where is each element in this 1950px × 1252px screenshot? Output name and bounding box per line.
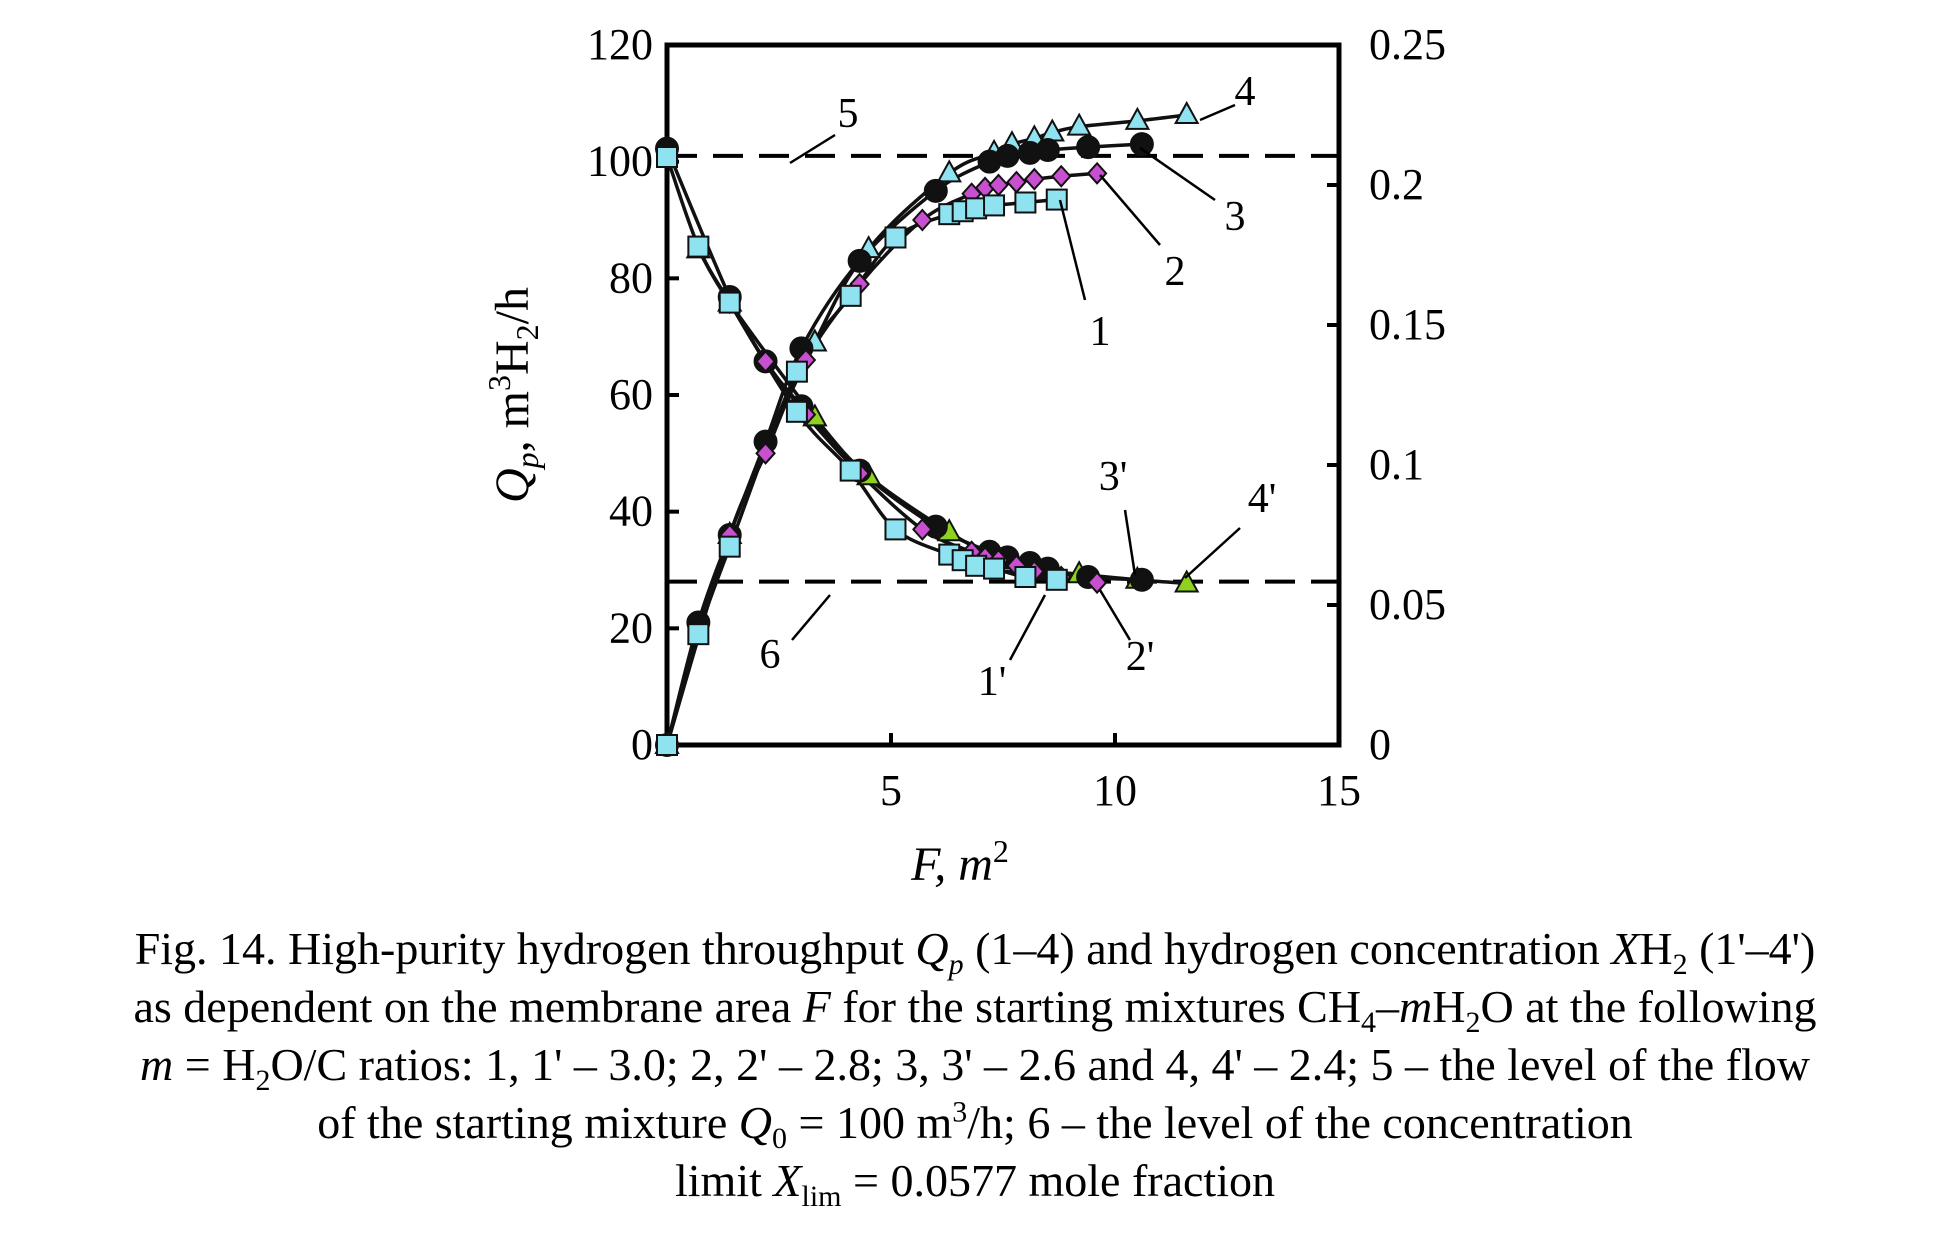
series-2-point [1006,170,1027,194]
series-1-point [785,360,808,383]
series-4'-point [1173,569,1200,593]
series-1'-point [718,291,741,314]
left-tick-label: 80 [609,253,653,302]
left-tick-label: 120 [587,20,653,69]
leader-1' [1008,594,1047,661]
curve-label-1: 1 [1090,309,1111,355]
series-2-point [988,173,1009,197]
series-2-point [912,208,933,232]
caption-line-4: of the starting mixture Q0 = 100 m3/h; 6… [317,1095,1633,1156]
caption-line-3: m = H2O/C ratios: 1, 1' – 3.0; 2, 2' – 2… [140,1039,1810,1098]
series-curve-1' [665,156,1057,582]
right-tick-label: 0.1 [1369,440,1424,489]
x-axis-title-sup: 2 [993,833,1009,869]
x-tick-label: 15 [1317,766,1361,815]
leader-1 [1058,199,1087,301]
series-3-point [1076,135,1101,160]
leader-2' [1098,589,1132,641]
series-3-point [995,143,1020,168]
x-axis-title-text: F, m [910,838,993,891]
caption-line-5: limit Xlim = 0.0577 mole fraction [675,1155,1275,1214]
curve-label-2: 2 [1165,249,1186,295]
curve-label-4': 4' [1248,476,1277,522]
series-1-point [884,226,907,249]
series-3-point [847,248,872,273]
curve-labels: 1 23 4 1' 2' 3' 4' 5 6 [760,69,1277,705]
right-axis-ticks: 0 0.05 0.1 0.15 0.2 0.25 [1327,20,1446,769]
series-markers [654,100,1200,757]
series-1'-point [1014,566,1037,588]
series-1'-point [687,235,710,258]
curve-label-1': 1' [978,659,1007,705]
leader-5 [789,133,836,165]
caption-line-1: Fig. 14. High-purity hydrogen throughput… [134,923,1816,982]
right-tick-label: 0.05 [1369,580,1446,629]
x-axis-ticks: 5 10 15 [880,733,1361,815]
leader-4 [1199,103,1236,122]
curve-label-leaders [789,103,1241,661]
series-3-point [1129,132,1154,157]
series-curve-4 [665,113,1187,746]
series-4-point [1066,112,1092,136]
series-1'-point [983,557,1006,580]
series-1-point [687,623,710,646]
series-1-point [1045,188,1068,211]
series-2-point [755,441,776,465]
series-1'-point [1045,568,1068,591]
series-2'-point [1086,571,1108,595]
curve-label-2': 2' [1126,634,1155,680]
x-tick-label: 5 [880,766,902,815]
right-tick-label: 0.2 [1369,160,1424,209]
left-tick-label: 60 [609,370,653,419]
left-tick-label: 20 [609,603,653,652]
series-4-point [1124,106,1151,130]
left-tick-label: 0 [631,720,653,769]
left-axis-ticks: 0 20 40 60 80 100 120 [587,20,679,769]
right-tick-label: 0.25 [1369,20,1446,69]
series-2-point [1050,164,1072,188]
curve-label-4: 4 [1235,69,1256,115]
series-1'-point [785,400,808,423]
series-2'-point [912,517,933,541]
series-4-point [1173,100,1200,124]
left-tick-label: 40 [609,487,653,536]
series-1-point [983,194,1006,217]
series-4-point [936,159,962,183]
series-2'-point [755,349,776,373]
series-1-point [1014,191,1037,214]
series-curves [665,113,1187,746]
curve-label-3': 3' [1099,454,1128,500]
leader-3' [1123,509,1137,576]
x-axis-title: F, m2 [910,833,1009,891]
curve-label-6: 6 [760,632,781,678]
series-2-point [1024,167,1045,191]
series-3-point [1035,138,1060,162]
series-3'-point [1129,567,1154,592]
x-tick-label: 10 [1093,766,1137,815]
leader-3 [1139,146,1216,202]
series-1-point [656,734,678,756]
curve-label-3: 3 [1225,194,1246,240]
leader-6 [791,594,831,641]
left-axis-title: Qp, m3H2/h [481,287,545,503]
leader-2 [1099,174,1161,246]
series-curve-2 [665,171,1098,746]
series-1'-point [884,518,907,541]
left-tick-label: 100 [587,137,653,186]
curve-label-5: 5 [838,91,859,137]
figure-caption: Fig. 14. High-purity hydrogen throughput… [40,920,1910,1214]
series-1'-point [839,459,862,482]
caption-line-2: as dependent on the membrane area F for … [133,981,1817,1040]
series-1-point [718,535,741,558]
right-tick-label: 0.15 [1369,300,1446,349]
right-tick-label: 0 [1369,720,1391,769]
series-1'-point [656,146,678,168]
series-1-point [839,284,862,307]
series-3-point [923,178,948,203]
leader-4' [1184,527,1241,579]
